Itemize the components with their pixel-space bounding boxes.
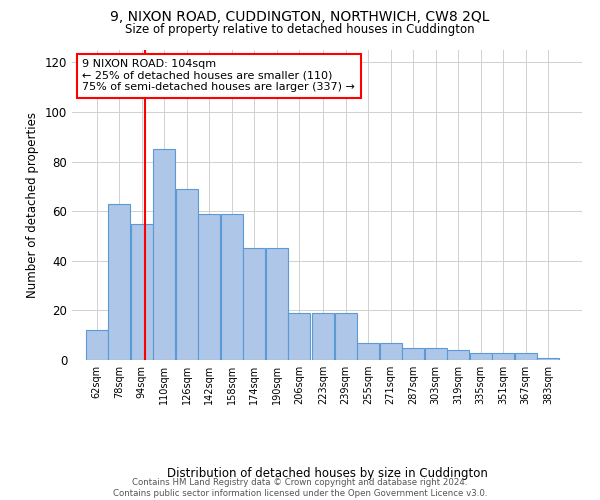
Text: 9 NIXON ROAD: 104sqm
← 25% of detached houses are smaller (110)
75% of semi-deta: 9 NIXON ROAD: 104sqm ← 25% of detached h… [82,60,355,92]
Bar [199,214,220,360]
Bar [244,248,265,360]
Bar [154,149,175,360]
Bar [403,348,424,360]
Bar [335,313,356,360]
Y-axis label: Number of detached properties: Number of detached properties [26,112,39,298]
Text: Size of property relative to detached houses in Cuddington: Size of property relative to detached ho… [125,22,475,36]
Bar [312,313,334,360]
Text: Contains HM Land Registry data © Crown copyright and database right 2024.
Contai: Contains HM Land Registry data © Crown c… [113,478,487,498]
Bar [538,358,559,360]
Bar [425,348,446,360]
Bar [109,204,130,360]
Text: 9, NIXON ROAD, CUDDINGTON, NORTHWICH, CW8 2QL: 9, NIXON ROAD, CUDDINGTON, NORTHWICH, CW… [110,10,490,24]
Bar [266,248,288,360]
Bar [380,342,401,360]
Bar [176,189,197,360]
Bar [470,352,491,360]
Bar [221,214,242,360]
X-axis label: Distribution of detached houses by size in Cuddington: Distribution of detached houses by size … [167,467,487,480]
Bar [357,342,379,360]
Bar [131,224,152,360]
Bar [515,352,536,360]
Bar [289,313,310,360]
Bar [493,352,514,360]
Bar [448,350,469,360]
Bar [86,330,107,360]
